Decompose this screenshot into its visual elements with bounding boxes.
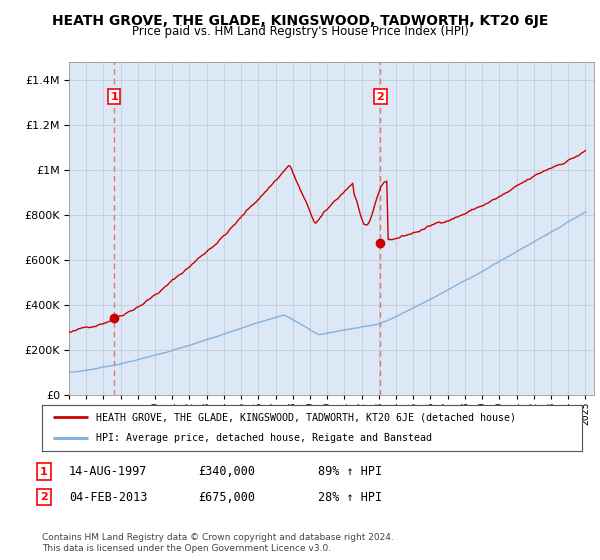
Text: 1: 1 bbox=[110, 92, 118, 101]
Text: 14-AUG-1997: 14-AUG-1997 bbox=[69, 465, 148, 478]
Text: Price paid vs. HM Land Registry's House Price Index (HPI): Price paid vs. HM Land Registry's House … bbox=[131, 25, 469, 38]
Text: 2: 2 bbox=[377, 92, 384, 101]
Text: HEATH GROVE, THE GLADE, KINGSWOOD, TADWORTH, KT20 6JE (detached house): HEATH GROVE, THE GLADE, KINGSWOOD, TADWO… bbox=[96, 412, 516, 422]
Text: HPI: Average price, detached house, Reigate and Banstead: HPI: Average price, detached house, Reig… bbox=[96, 433, 432, 444]
Text: £340,000: £340,000 bbox=[198, 465, 255, 478]
Text: 04-FEB-2013: 04-FEB-2013 bbox=[69, 491, 148, 504]
Text: 1: 1 bbox=[40, 466, 47, 477]
Text: HEATH GROVE, THE GLADE, KINGSWOOD, TADWORTH, KT20 6JE: HEATH GROVE, THE GLADE, KINGSWOOD, TADWO… bbox=[52, 14, 548, 28]
Text: 2: 2 bbox=[40, 492, 47, 502]
Text: £675,000: £675,000 bbox=[198, 491, 255, 504]
Text: 89% ↑ HPI: 89% ↑ HPI bbox=[318, 465, 382, 478]
Text: Contains HM Land Registry data © Crown copyright and database right 2024.
This d: Contains HM Land Registry data © Crown c… bbox=[42, 533, 394, 553]
Text: 28% ↑ HPI: 28% ↑ HPI bbox=[318, 491, 382, 504]
